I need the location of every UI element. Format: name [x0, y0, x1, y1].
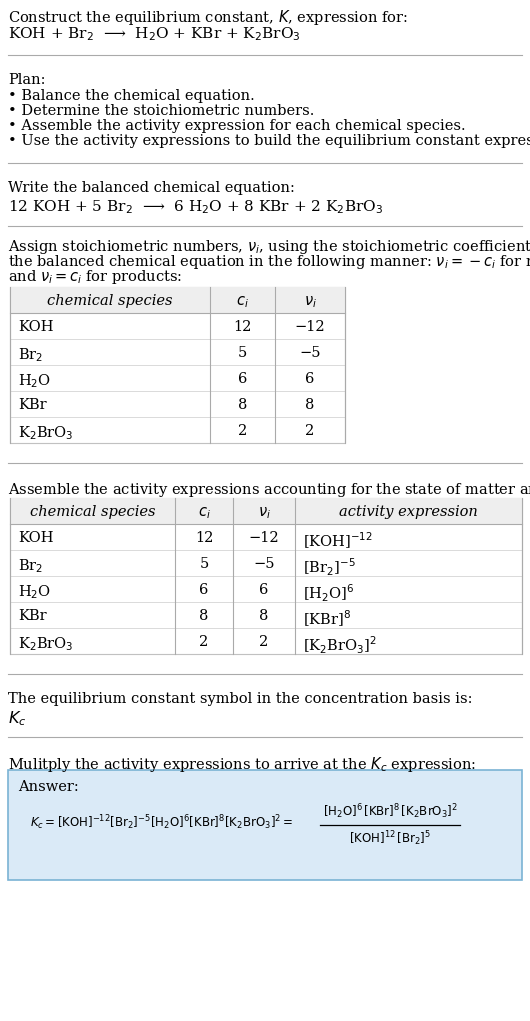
Text: 8: 8 [199, 609, 209, 623]
Text: Br$_2$: Br$_2$ [18, 346, 43, 363]
Text: $\nu_i$: $\nu_i$ [304, 294, 316, 309]
Text: K$_2$BrO$_3$: K$_2$BrO$_3$ [18, 424, 74, 442]
Bar [10, 287, 345, 443]
Text: • Balance the chemical equation.: • Balance the chemical equation. [8, 89, 255, 103]
Bar [10, 287, 345, 313]
Text: $c_i$: $c_i$ [236, 294, 249, 309]
Text: $c_i$: $c_i$ [198, 505, 210, 521]
Text: and $\nu_i = c_i$ for products:: and $\nu_i = c_i$ for products: [8, 268, 182, 286]
Text: Assemble the activity expressions accounting for the state of matter and $\nu_i$: Assemble the activity expressions accoun… [8, 481, 530, 499]
Text: Plan:: Plan: [8, 72, 46, 87]
Text: KOH: KOH [18, 531, 54, 545]
Text: $K_c = [\mathrm{KOH}]^{-12} [\mathrm{Br}_2]^{-5} [\mathrm{H_2O}]^{6} [\mathrm{KB: $K_c = [\mathrm{KOH}]^{-12} [\mathrm{Br}… [30, 814, 293, 832]
Text: 8: 8 [305, 398, 315, 412]
Text: [KBr]$^8$: [KBr]$^8$ [303, 609, 351, 630]
Text: 8: 8 [259, 609, 269, 623]
Text: • Assemble the activity expression for each chemical species.: • Assemble the activity expression for e… [8, 119, 466, 133]
Text: $[\mathrm{KOH}]^{12}\,[\mathrm{Br}_2]^5$: $[\mathrm{KOH}]^{12}\,[\mathrm{Br}_2]^5$ [349, 829, 431, 847]
Text: 2: 2 [259, 635, 269, 649]
Text: Write the balanced chemical equation:: Write the balanced chemical equation: [8, 181, 295, 195]
Text: KBr: KBr [18, 398, 47, 412]
Text: • Use the activity expressions to build the equilibrium constant expression.: • Use the activity expressions to build … [8, 134, 530, 148]
Text: 8: 8 [238, 398, 247, 412]
Bar [8, 770, 522, 880]
Text: K$_2$BrO$_3$: K$_2$BrO$_3$ [18, 635, 74, 652]
Text: 12: 12 [233, 320, 252, 334]
Bar [10, 498, 522, 654]
Text: Construct the equilibrium constant, $K$, expression for:: Construct the equilibrium constant, $K$,… [8, 8, 408, 27]
Text: H$_2$O: H$_2$O [18, 372, 51, 390]
Text: 5: 5 [238, 346, 247, 360]
Text: 6: 6 [238, 372, 247, 386]
Text: 12: 12 [195, 531, 213, 545]
Text: [KOH]$^{-12}$: [KOH]$^{-12}$ [303, 531, 373, 551]
Text: 2: 2 [305, 424, 315, 438]
Text: • Determine the stoichiometric numbers.: • Determine the stoichiometric numbers. [8, 104, 314, 118]
Text: −12: −12 [249, 531, 279, 545]
Text: Br$_2$: Br$_2$ [18, 557, 43, 575]
Text: $K_c$: $K_c$ [8, 709, 26, 728]
Text: Mulitply the activity expressions to arrive at the $K_c$ expression:: Mulitply the activity expressions to arr… [8, 755, 476, 774]
Text: [Br$_2$]$^{-5}$: [Br$_2$]$^{-5}$ [303, 557, 356, 579]
Text: 6: 6 [199, 583, 209, 597]
Text: The equilibrium constant symbol in the concentration basis is:: The equilibrium constant symbol in the c… [8, 692, 473, 706]
Text: chemical species: chemical species [30, 505, 155, 519]
Text: Assign stoichiometric numbers, $\nu_i$, using the stoichiometric coefficients, $: Assign stoichiometric numbers, $\nu_i$, … [8, 238, 530, 256]
Text: −5: −5 [299, 346, 321, 360]
Text: KOH + Br$_2$  ⟶  H$_2$O + KBr + K$_2$BrO$_3$: KOH + Br$_2$ ⟶ H$_2$O + KBr + K$_2$BrO$_… [8, 25, 301, 43]
Text: KOH: KOH [18, 320, 54, 334]
Text: activity expression: activity expression [339, 505, 478, 519]
Text: 2: 2 [238, 424, 247, 438]
Text: [K$_2$BrO$_3$]$^2$: [K$_2$BrO$_3$]$^2$ [303, 635, 377, 657]
Text: Answer:: Answer: [18, 780, 79, 794]
Text: −5: −5 [253, 557, 275, 571]
Text: the balanced chemical equation in the following manner: $\nu_i = -c_i$ for react: the balanced chemical equation in the fo… [8, 253, 530, 271]
Text: 6: 6 [259, 583, 269, 597]
Text: [H$_2$O]$^6$: [H$_2$O]$^6$ [303, 583, 355, 604]
Text: $\nu_i$: $\nu_i$ [258, 505, 270, 521]
Text: 12 KOH + 5 Br$_2$  ⟶  6 H$_2$O + 8 KBr + 2 K$_2$BrO$_3$: 12 KOH + 5 Br$_2$ ⟶ 6 H$_2$O + 8 KBr + 2… [8, 198, 383, 215]
Text: chemical species: chemical species [47, 294, 173, 308]
Text: 5: 5 [199, 557, 209, 571]
Text: H$_2$O: H$_2$O [18, 583, 51, 600]
Text: 6: 6 [305, 372, 315, 386]
Text: 2: 2 [199, 635, 209, 649]
Bar [10, 498, 522, 524]
Text: $[\mathrm{H_2O}]^6\,[\mathrm{KBr}]^8\,[\mathrm{K_2BrO_3}]^2$: $[\mathrm{H_2O}]^6\,[\mathrm{KBr}]^8\,[\… [323, 803, 457, 821]
Text: −12: −12 [295, 320, 325, 334]
Text: KBr: KBr [18, 609, 47, 623]
